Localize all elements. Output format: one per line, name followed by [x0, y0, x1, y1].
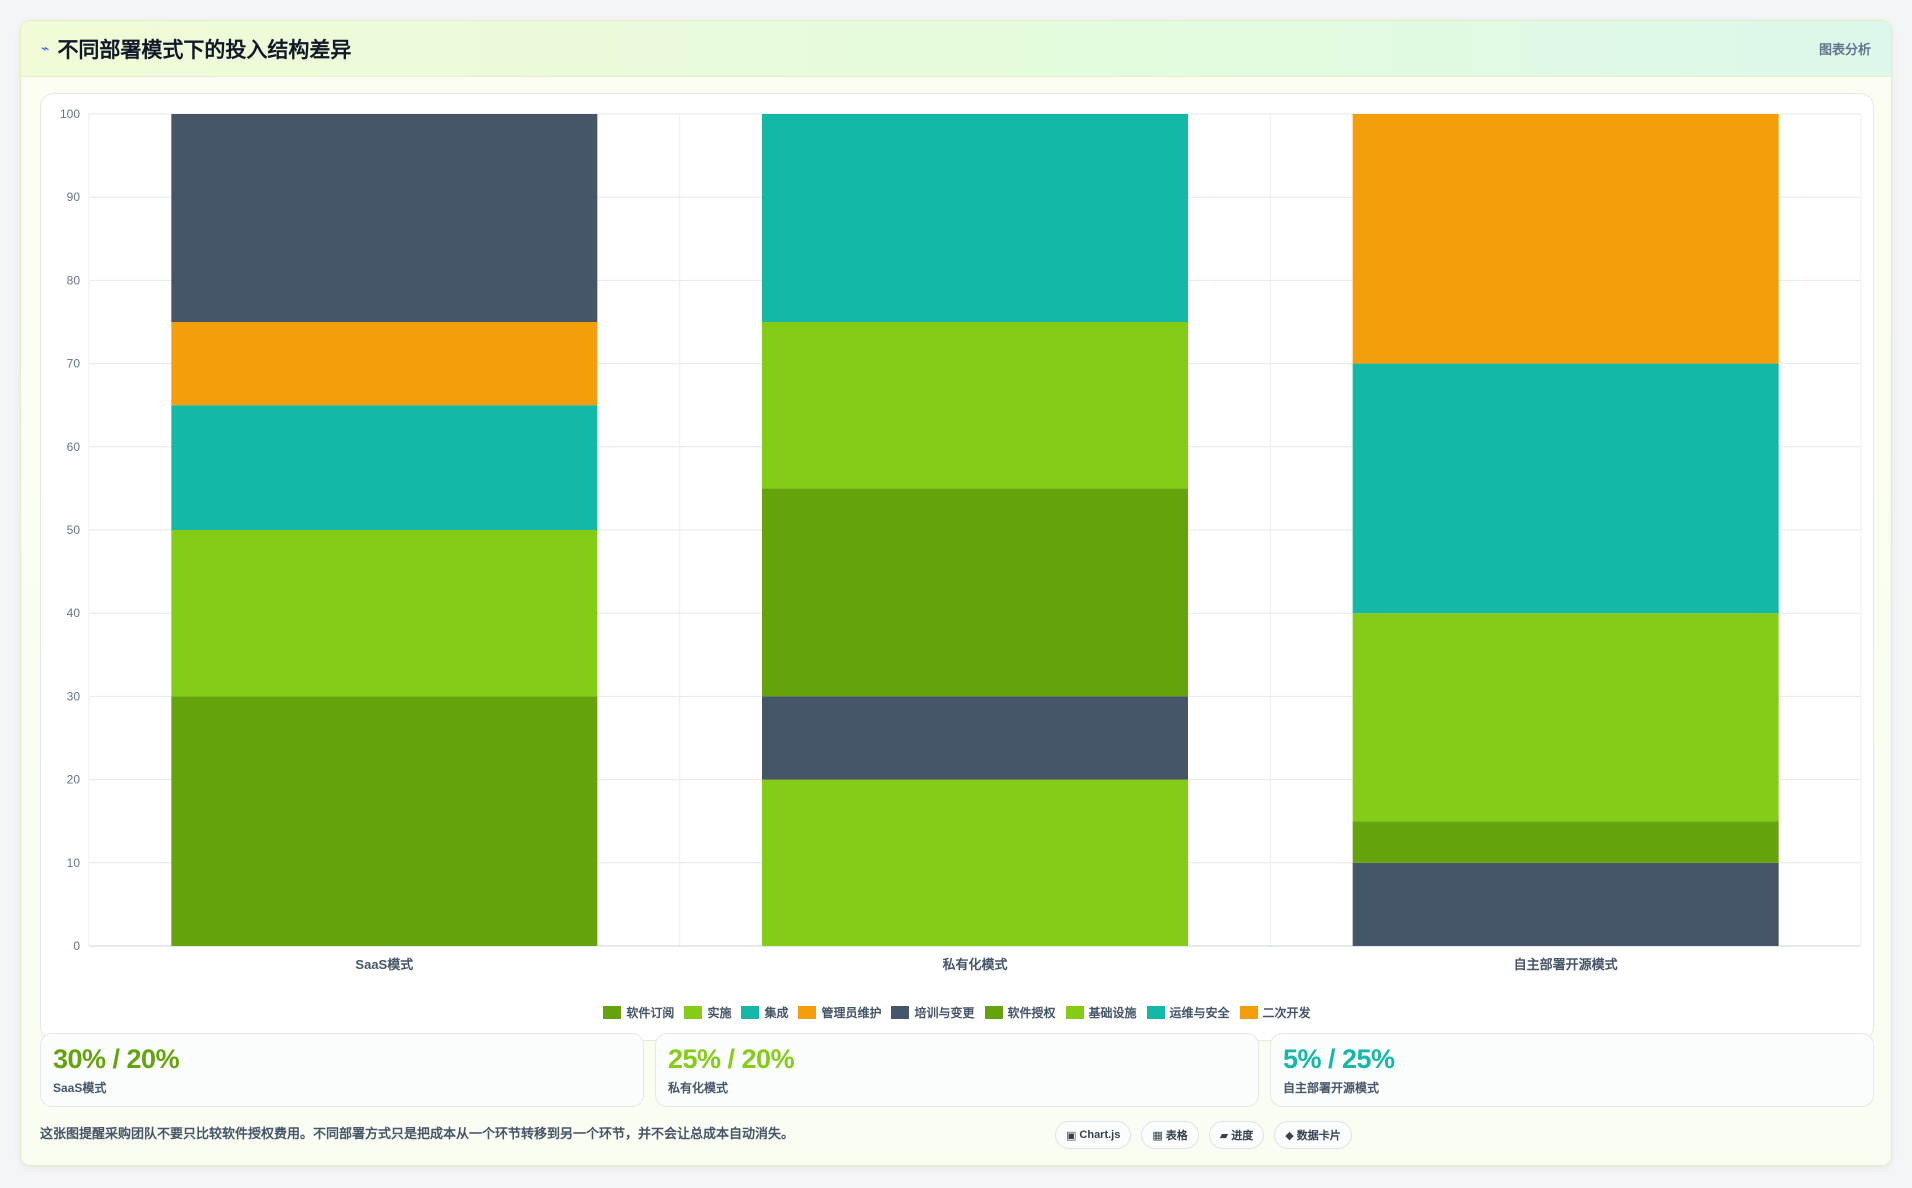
stat-card-private: 25% / 20% 私有化模式 — [655, 1033, 1259, 1107]
stat-card-open-source: 5% / 25% 自主部署开源模式 — [1270, 1033, 1874, 1107]
progress-icon: ▰ — [1219, 1129, 1229, 1142]
tool-chips: ▣ Chart.js ▦ 表格 ▰ 进度 ◆ 数据卡片 — [1055, 1121, 1352, 1149]
x-tick-label: 私有化模式 — [942, 957, 1007, 972]
x-tick-label: SaaS模式 — [355, 957, 413, 972]
legend-swatch — [1146, 1006, 1165, 1019]
legend-label: 集成 — [764, 1006, 789, 1020]
y-tick-label: 50 — [67, 523, 81, 537]
bar-segment — [762, 488, 1188, 697]
chart-analysis-badge[interactable]: 图表分析 — [1818, 42, 1871, 57]
bar-segment — [1352, 613, 1779, 822]
bar-segment — [762, 779, 1188, 946]
legend-item[interactable]: 集成 — [741, 1004, 788, 1021]
legend-item[interactable]: 管理员维护 — [798, 1004, 881, 1021]
stat-value: 5% / 25% — [1283, 1044, 1395, 1074]
stat-label: 私有化模式 — [668, 1081, 729, 1095]
legend-label: 二次开发 — [1262, 1006, 1311, 1020]
chip-label: Chart.js — [1079, 1129, 1121, 1141]
legend-item[interactable]: 基础设施 — [1065, 1004, 1137, 1021]
legend-item[interactable]: 运维与安全 — [1146, 1004, 1230, 1021]
bar-segment — [762, 114, 1188, 322]
chip-label: 表格 — [1165, 1130, 1188, 1142]
legend-swatch — [891, 1006, 910, 1019]
legend-item[interactable]: 软件授权 — [984, 1004, 1056, 1021]
table-icon: ▦ — [1152, 1129, 1163, 1142]
stat-card-saas: 30% / 20% SaaS模式 — [40, 1033, 644, 1107]
bar-segment — [762, 696, 1188, 780]
y-tick-label: 80 — [67, 273, 81, 287]
footer-note: 这张图提醒采购团队不要只比较软件授权费用。不同部署方式只是把成本从一个环节转移到… — [40, 1126, 795, 1141]
legend-label: 基础设施 — [1088, 1006, 1137, 1020]
page-title: 不同部署模式下的投入结构差异 — [57, 38, 352, 62]
y-tick-label: 20 — [67, 773, 81, 787]
legend-swatch — [798, 1006, 817, 1019]
legend-label: 实施 — [707, 1006, 732, 1020]
bar-segment — [762, 322, 1188, 489]
bar-segment — [1352, 114, 1779, 364]
stat-value: 25% / 20% — [668, 1044, 795, 1074]
chip-data-card[interactable]: ◆ 数据卡片 — [1274, 1121, 1352, 1149]
legend-item[interactable]: 实施 — [684, 1004, 731, 1021]
chip-label: 数据卡片 — [1296, 1130, 1341, 1142]
y-tick-label: 30 — [67, 689, 81, 703]
legend-label: 软件授权 — [1007, 1006, 1056, 1020]
y-tick-label: 40 — [67, 606, 81, 620]
legend-label: 培训与变更 — [914, 1006, 975, 1020]
bar-segment — [1352, 363, 1779, 614]
stacked-bar-chart: 0 10 20 30 40 50 60 70 80 90 100 SaaS模式 私有化模式 自主部署开源模… — [60, 107, 1862, 972]
chart-legend: 软件订阅 实施 集成 管理员维护 培训与变更 软件授权 基础设施 运维与安全 二次开发 — [41, 1004, 1873, 1021]
legend-swatch — [684, 1006, 703, 1019]
card-header: ⌁ 不同部署模式下的投入结构差异 图表分析 — [21, 21, 1891, 77]
spark-icon: ⌁ — [41, 40, 50, 56]
y-tick-label: 70 — [67, 357, 81, 371]
legend-swatch — [1065, 1006, 1084, 1019]
bar-segment — [171, 696, 598, 946]
stat-row: 30% / 20% SaaS模式 25% / 20% 私有化模式 5% / 25… — [40, 1033, 1874, 1107]
bar-segment — [171, 114, 598, 322]
y-tick-label: 0 — [73, 939, 80, 953]
chart-panel: 0 10 20 30 40 50 60 70 80 90 100 SaaS模式 私有化模式 自主部署开源模… — [40, 93, 1874, 1041]
stat-label: SaaS模式 — [53, 1081, 107, 1095]
bar-segment — [171, 322, 598, 406]
bar-segment — [171, 530, 598, 697]
bar-segment — [1352, 821, 1779, 863]
bar-segment — [1352, 862, 1779, 946]
legend-swatch — [984, 1006, 1003, 1019]
diamond-icon: ◆ — [1285, 1129, 1294, 1142]
legend-label: 管理员维护 — [821, 1006, 882, 1020]
y-tick-label: 90 — [67, 190, 81, 204]
chip-table[interactable]: ▦ 表格 — [1141, 1121, 1199, 1149]
legend-item[interactable]: 培训与变更 — [891, 1004, 975, 1021]
chip-progress[interactable]: ▰ 进度 — [1208, 1121, 1265, 1149]
legend-label: 运维与安全 — [1169, 1006, 1230, 1020]
chip-label: 进度 — [1231, 1130, 1254, 1142]
legend-swatch — [603, 1006, 622, 1019]
x-tick-label: 自主部署开源模式 — [1514, 957, 1618, 972]
legend-swatch — [1239, 1006, 1258, 1019]
chart-card: ⌁ 不同部署模式下的投入结构差异 图表分析 0 10 20 30 40 50 60 70 80 9… — [20, 20, 1892, 1166]
chart-icon: ▣ — [1066, 1129, 1077, 1142]
stat-value: 30% / 20% — [53, 1044, 180, 1074]
legend-label: 软件订阅 — [626, 1006, 675, 1020]
y-tick-label: 60 — [67, 440, 81, 454]
y-tick-label: 100 — [60, 107, 80, 121]
y-tick-label: 10 — [67, 856, 81, 870]
bar-segment — [171, 405, 598, 530]
legend-item[interactable]: 二次开发 — [1239, 1004, 1311, 1021]
stat-label: 自主部署开源模式 — [1283, 1081, 1380, 1095]
legend-item[interactable]: 软件订阅 — [603, 1004, 674, 1021]
legend-swatch — [741, 1006, 760, 1019]
chip-chartjs[interactable]: ▣ Chart.js — [1055, 1121, 1132, 1149]
